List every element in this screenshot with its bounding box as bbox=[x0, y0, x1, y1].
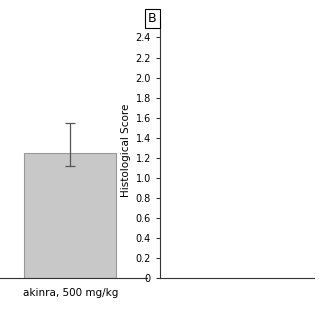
Text: B: B bbox=[148, 12, 156, 25]
Bar bbox=[24, 153, 116, 278]
Y-axis label: Histological Score: Histological Score bbox=[121, 104, 131, 197]
